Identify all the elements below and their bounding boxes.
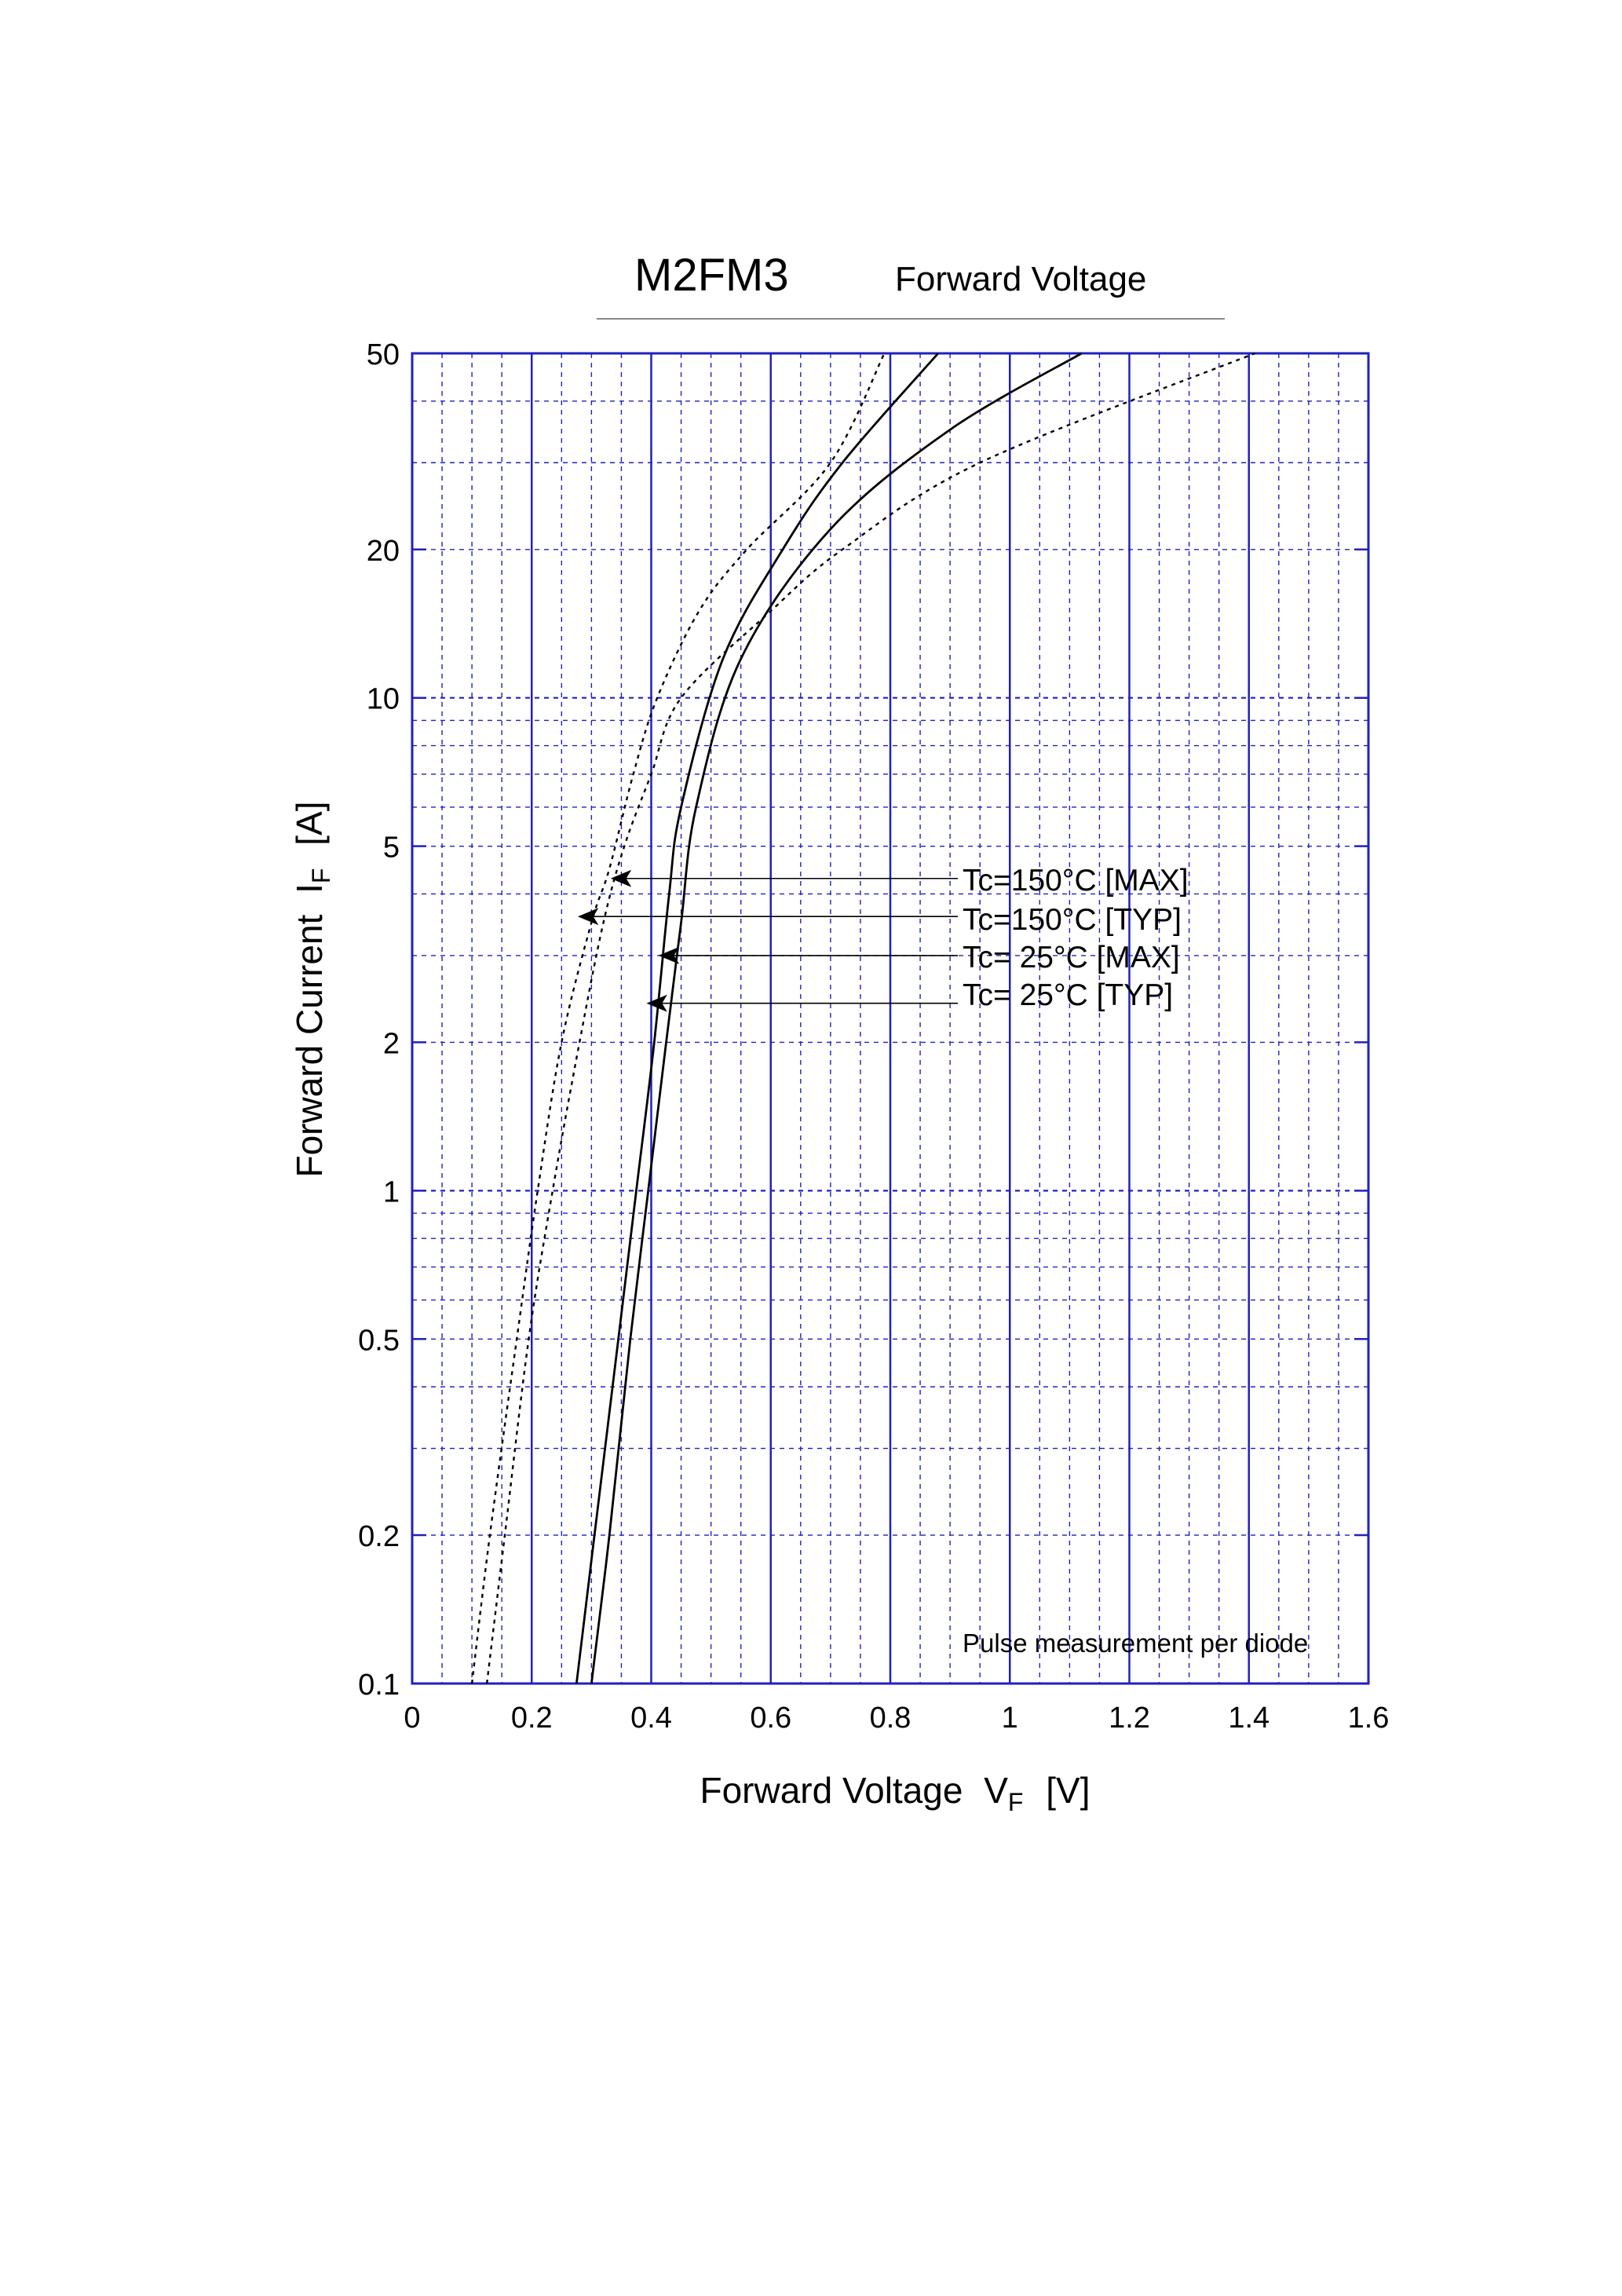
x-axis-unit: [V] [1046, 1770, 1090, 1811]
annotation-label: Tc=150°C [MAX] [963, 864, 1189, 898]
x-tick-label: 0 [404, 1702, 420, 1735]
x-tick-label: 0.6 [750, 1702, 791, 1735]
y-axis-unit: [A] [289, 801, 330, 845]
y-tick-label: 2 [383, 1027, 400, 1060]
y-axis-subscript: F [307, 868, 335, 884]
x-axis-label-text: Forward Voltage [700, 1770, 963, 1811]
pulse-note: Pulse measurement per diode [963, 1629, 1308, 1658]
y-tick-label: 50 [367, 338, 400, 371]
y-axis-symbol: I [289, 883, 330, 894]
x-axis-subscript: F [1008, 1788, 1024, 1816]
series-line-1 [470, 353, 886, 1684]
x-tick-label: 1.2 [1109, 1702, 1150, 1735]
chart-title: Forward Voltage [895, 260, 1146, 298]
annotation-label: Tc=150°C [TYP] [963, 903, 1182, 937]
part-number: M2FM3 [634, 250, 789, 301]
y-tick-label: 0.1 [358, 1669, 400, 1702]
grid [412, 352, 1368, 1685]
x-tick-label: 0.4 [630, 1702, 672, 1735]
y-tick-label: 0.5 [358, 1324, 400, 1357]
y-tick-label: 10 [367, 683, 400, 716]
x-tick-label: 0.8 [870, 1702, 911, 1735]
x-tick-label: 1.6 [1348, 1702, 1390, 1735]
x-axis-label: Forward Voltage VF [V] [700, 1770, 1090, 1819]
annotations: Tc=150°C [MAX] Tc=150°C [TYP] Tc= 25°C [MA… [577, 864, 1189, 1012]
x-tick-label: 1.4 [1228, 1702, 1269, 1735]
y-tick-labels: 0.1 0.2 0.5 1 2 5 10 20 50 [358, 338, 400, 1702]
series-line-2 [485, 352, 1255, 1684]
x-axis-symbol: V [984, 1770, 1008, 1811]
y-tick-label: 0.2 [358, 1520, 400, 1553]
y-axis-label: Forward Current IF [A] [289, 801, 338, 1177]
y-tick-label: 5 [383, 832, 400, 865]
series-line-3 [575, 353, 939, 1684]
y-tick-label: 20 [367, 535, 400, 568]
annotation-label: Tc= 25°C [MAX] [963, 941, 1180, 974]
series-lines [470, 352, 1255, 1684]
y-axis-label-text: Forward Current [289, 914, 330, 1177]
x-tick-label: 0.2 [511, 1702, 553, 1735]
y-tick-label: 1 [383, 1175, 400, 1208]
series-line-4 [590, 352, 1083, 1684]
plot-frame [411, 352, 1370, 1685]
annotation-label: Tc= 25°C [TYP] [963, 978, 1173, 1012]
x-tick-labels: 0 0.2 0.4 0.6 0.8 1 1.2 1.4 1.6 [404, 1702, 1389, 1735]
x-tick-label: 1 [1002, 1702, 1018, 1735]
